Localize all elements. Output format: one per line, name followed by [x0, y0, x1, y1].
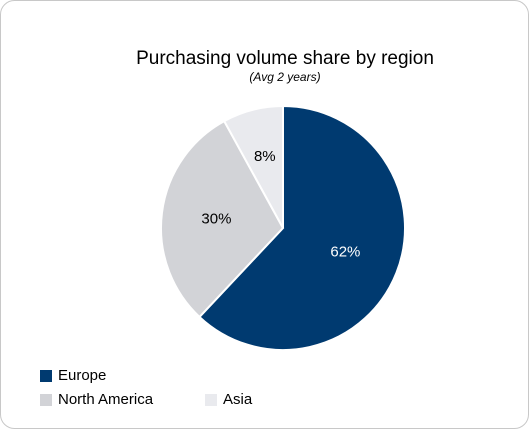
pie-slice — [160, 119, 285, 319]
legend-label: Asia — [223, 391, 253, 408]
pie-slice — [198, 104, 406, 351]
legend-label: Europe — [58, 367, 106, 384]
slice-label: 62% — [330, 244, 360, 261]
legend-swatch — [40, 370, 52, 382]
slice-label: 30% — [201, 211, 231, 228]
legend-label: North America — [58, 391, 154, 408]
chart-title: Purchasing volume share by region — [136, 48, 434, 69]
pie-slice — [222, 104, 284, 229]
legend-swatch — [40, 394, 52, 406]
legend-swatch — [205, 394, 217, 406]
chart-subtitle: (Avg 2 years) — [249, 70, 320, 84]
slice-label: 8% — [254, 148, 276, 165]
